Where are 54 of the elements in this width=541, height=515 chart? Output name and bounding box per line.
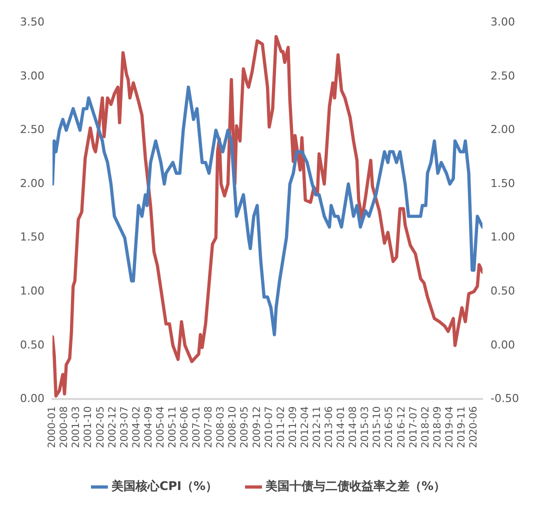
x-tick-label: 2014-01 [336, 406, 348, 448]
y-tick-label: 0.50 [20, 338, 44, 352]
x-tick-label: 2007-01 [192, 406, 203, 448]
y2-tick-label: 0.00 [490, 338, 516, 352]
x-tick-label: 2017-07 [408, 406, 420, 448]
y-tick-label: 1.00 [20, 284, 44, 298]
x-tick-label: 2018-02 [420, 406, 432, 448]
x-tick-label: 2015-03 [360, 406, 372, 448]
legend-label: 美国核心CPI（%） [110, 479, 218, 494]
y2-tick-label: 1.00 [490, 230, 516, 244]
x-tick-label: 2003-07 [119, 406, 130, 448]
y2-tick-label: 3.00 [490, 15, 516, 28]
x-tick-label: 2018-09 [432, 406, 444, 448]
x-tick-label: 2014-08 [348, 406, 360, 448]
legend-label: 美国十债与二债收益率之差（%） [264, 479, 446, 494]
x-tick-label: 2006-06 [180, 406, 191, 448]
y2-tick-label: 1.50 [490, 176, 516, 190]
x-tick-label: 2011-09 [288, 406, 299, 448]
y2-tick-label: -0.50 [490, 392, 520, 406]
x-tick-label: 2016-12 [396, 406, 408, 448]
x-tick-label: 2016-05 [384, 406, 396, 448]
x-tick-label: 2010-07 [264, 406, 275, 448]
x-tick-label: 2004-09 [143, 406, 154, 448]
x-tick-label: 2011-02 [276, 406, 287, 448]
x-tick-label: 2020-06 [468, 406, 480, 448]
x-tick-label: 2019-04 [444, 406, 456, 448]
x-tick-label: 2012-04 [300, 406, 311, 448]
x-tick-label: 2008-03 [216, 406, 227, 448]
x-tick-label: 2000-01 [47, 406, 58, 448]
y2-tick-label: 2.50 [490, 69, 516, 82]
x-tick-label: 2001-10 [83, 406, 94, 448]
x-tick-label: 2002-12 [107, 406, 118, 448]
y2-tick-label: 2.00 [490, 123, 516, 136]
x-tick-label: 2013-06 [324, 406, 336, 448]
x-tick-label: 2001-03 [71, 406, 82, 448]
x-tick-label: 2008-10 [228, 406, 239, 448]
y-tick-label: 3.50 [20, 15, 44, 28]
x-tick-label: 2000-08 [59, 406, 70, 448]
x-tick-label: 2019-11 [456, 406, 468, 448]
x-tick-label: 2005-04 [155, 406, 166, 448]
x-tick-label: 2002-05 [95, 406, 106, 448]
x-tick-label: 2012-11 [312, 406, 323, 448]
y-tick-label: 2.00 [20, 176, 44, 190]
y-tick-label: 3.00 [20, 69, 44, 82]
x-tick-label: 2015-10 [372, 406, 384, 448]
y2-tick-label: 0.50 [490, 284, 516, 298]
x-tick-label: 2005-11 [168, 406, 178, 448]
y-tick-label: 0.00 [20, 392, 44, 406]
x-tick-label: 2009-12 [252, 406, 263, 448]
x-tick-label: 2007-08 [204, 406, 215, 448]
y-tick-label: 1.50 [20, 230, 44, 244]
x-tick-label: 2009-05 [240, 406, 251, 448]
y-tick-label: 2.50 [20, 123, 44, 136]
x-tick-label: 2004-02 [131, 406, 142, 448]
